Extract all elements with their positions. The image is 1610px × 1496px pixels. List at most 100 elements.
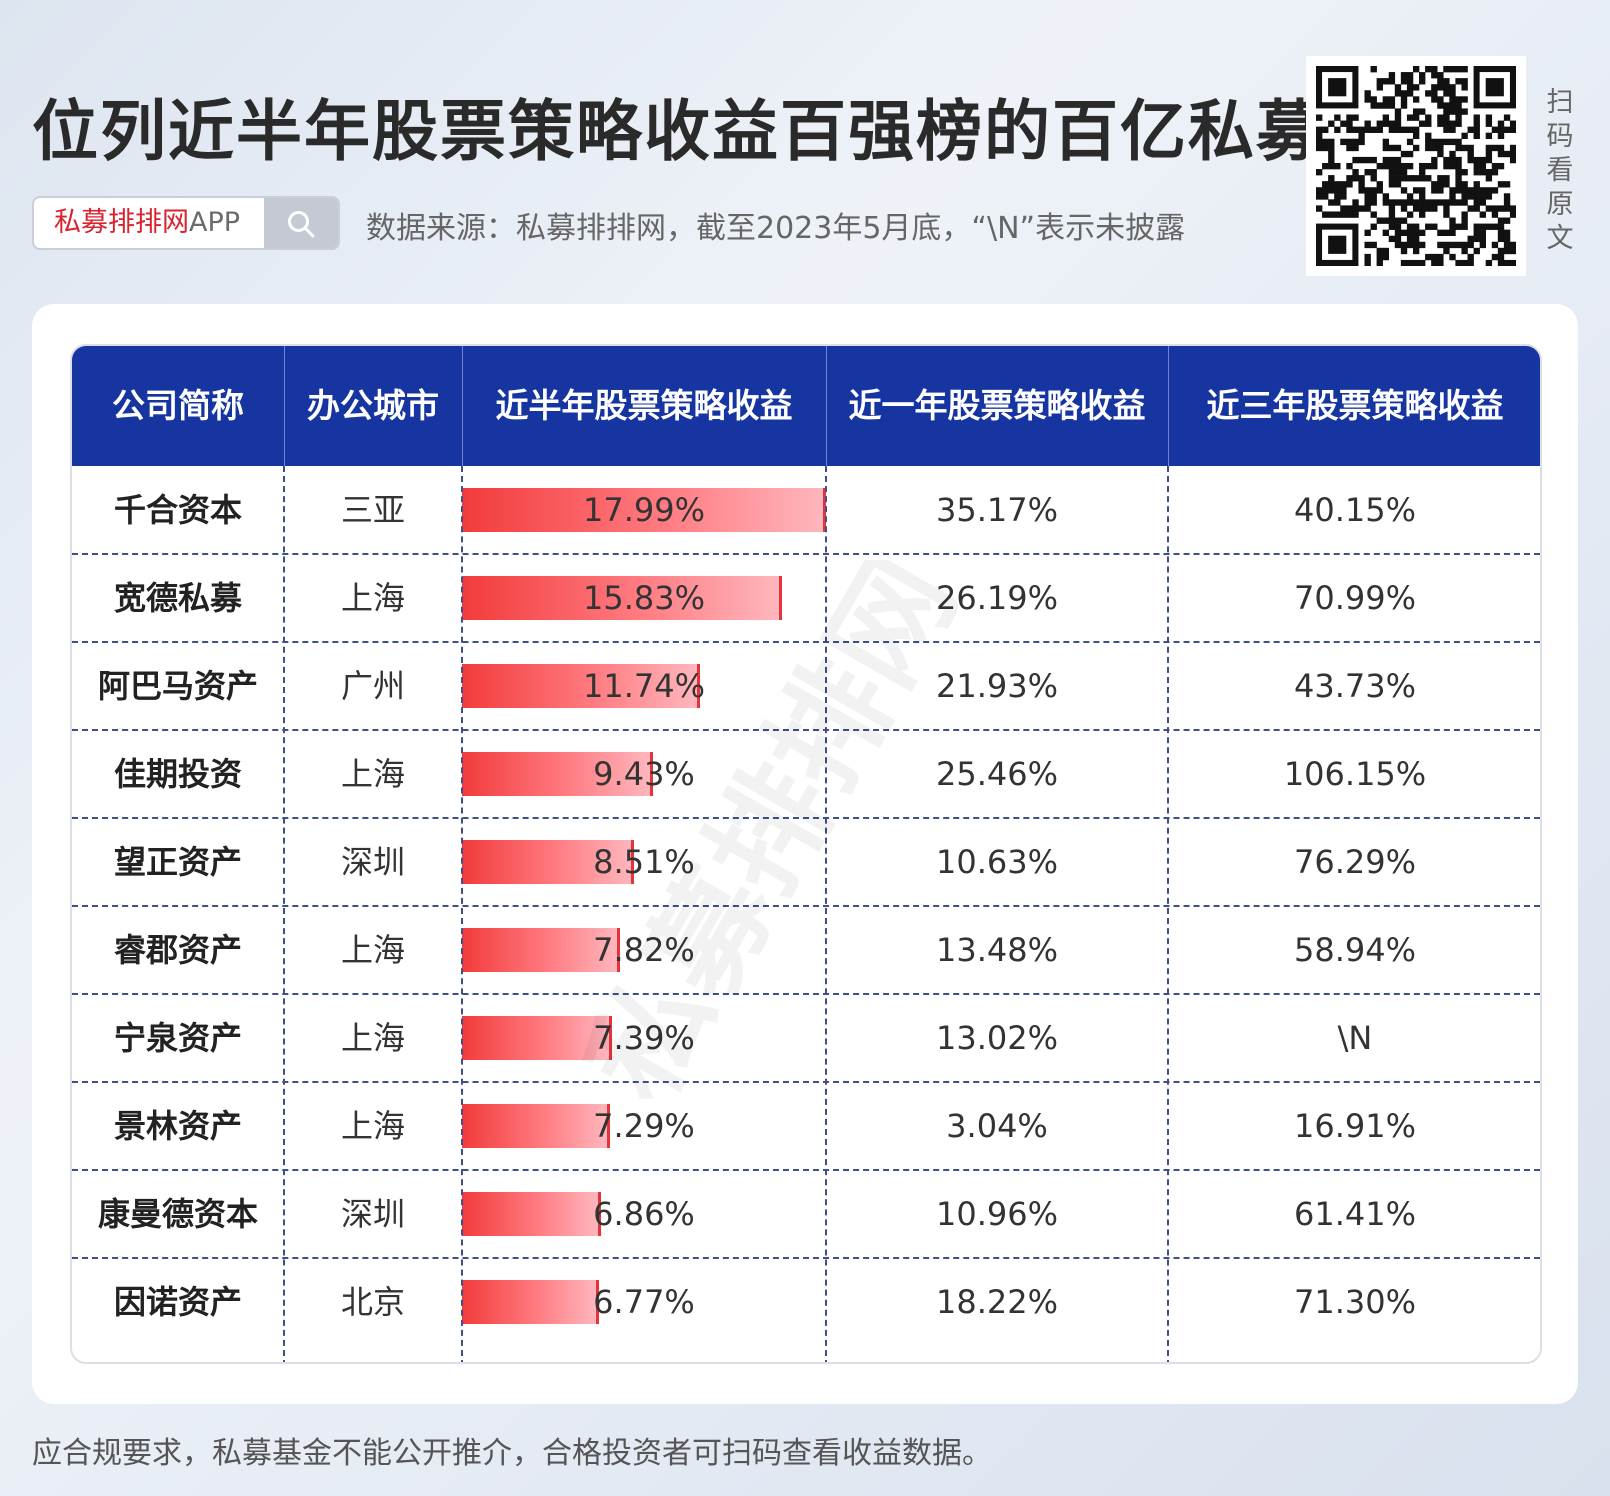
qr-module xyxy=(1400,162,1408,170)
qr-module xyxy=(1382,138,1390,146)
qr-module xyxy=(1382,217,1390,224)
qr-module xyxy=(1461,241,1468,249)
qr-module xyxy=(1437,181,1444,188)
qr-module xyxy=(1394,181,1402,188)
qr-module xyxy=(1346,211,1353,218)
qr-module xyxy=(1346,120,1353,127)
qr-module xyxy=(1425,114,1432,121)
qr-module xyxy=(1358,181,1365,188)
qr-module xyxy=(1388,162,1396,170)
qr-module xyxy=(1425,205,1432,212)
qr-module xyxy=(1364,169,1371,176)
qr-module xyxy=(1346,126,1353,133)
qr-module xyxy=(1443,126,1450,133)
qr-module xyxy=(1473,247,1480,255)
qr-module xyxy=(1419,193,1426,200)
qr-module xyxy=(1449,90,1456,97)
qr-module xyxy=(1419,72,1426,79)
qr-module xyxy=(1485,259,1493,266)
one-year-return: 10.96% xyxy=(935,1195,1058,1233)
company-name: 望正资产 xyxy=(113,843,242,881)
qr-module xyxy=(1370,96,1377,103)
qr-module xyxy=(1491,211,1499,218)
qr-code[interactable] xyxy=(1306,56,1526,276)
qr-module xyxy=(1491,253,1499,261)
qr-module xyxy=(1370,193,1377,200)
qr-module xyxy=(1509,241,1516,249)
qr-module xyxy=(1394,199,1402,206)
three-year-return: 58.94% xyxy=(1293,931,1416,969)
qr-module xyxy=(1370,223,1377,230)
qr-module xyxy=(1467,150,1474,158)
qr-module xyxy=(1346,144,1353,152)
qr-module xyxy=(1455,156,1462,164)
qr-module xyxy=(1509,150,1516,158)
qr-module xyxy=(1443,108,1450,115)
search-brand-suffix: APP xyxy=(189,207,241,238)
qr-module xyxy=(1443,162,1450,170)
qr-module xyxy=(1382,120,1390,127)
qr-module xyxy=(1473,114,1480,121)
qr-module xyxy=(1406,72,1414,79)
office-city: 上海 xyxy=(340,931,405,969)
qr-module xyxy=(1509,120,1516,127)
company-name: 千合资本 xyxy=(113,491,242,529)
qr-module xyxy=(1322,126,1329,133)
qr-module xyxy=(1449,108,1456,115)
qr-module xyxy=(1328,187,1335,194)
qr-module xyxy=(1358,187,1365,194)
table-row: 景林资产 上海 7.29% 3.04% 16.91% xyxy=(72,1082,1540,1171)
qr-module xyxy=(1352,144,1359,152)
qr-module xyxy=(1437,84,1444,91)
qr-module xyxy=(1382,253,1390,261)
qr-module xyxy=(1370,169,1377,176)
qr-module xyxy=(1400,150,1408,158)
qr-module xyxy=(1334,181,1341,188)
qr-module xyxy=(1455,66,1462,73)
qr-module xyxy=(1467,253,1474,261)
qr-module xyxy=(1443,156,1450,164)
qr-finder-pattern xyxy=(1328,78,1347,97)
qr-module xyxy=(1370,156,1377,164)
qr-module xyxy=(1346,114,1353,121)
qr-module xyxy=(1431,144,1438,152)
one-year-return: 10.63% xyxy=(935,843,1058,881)
qr-module xyxy=(1388,144,1396,152)
qr-module xyxy=(1425,199,1432,206)
qr-module xyxy=(1394,169,1402,176)
qr-module xyxy=(1394,90,1402,97)
qr-module xyxy=(1419,229,1426,236)
half-year-return-bar xyxy=(462,1280,599,1324)
qr-module xyxy=(1394,156,1402,164)
company-name: 佳期投资 xyxy=(113,755,242,793)
qr-module xyxy=(1322,181,1329,188)
qr-module xyxy=(1461,259,1468,266)
search-box[interactable]: 私募排排网APP xyxy=(32,196,340,250)
qr-module xyxy=(1455,144,1462,152)
qr-module xyxy=(1485,132,1493,140)
office-city: 上海 xyxy=(340,579,405,617)
qr-module xyxy=(1394,120,1402,127)
qr-module xyxy=(1473,120,1480,127)
qr-module xyxy=(1455,199,1462,206)
col-header-company: 公司简称 xyxy=(112,386,244,425)
qr-module xyxy=(1328,156,1335,164)
qr-module xyxy=(1388,211,1396,218)
qr-module xyxy=(1443,175,1450,182)
qr-module xyxy=(1509,211,1516,218)
qr-module xyxy=(1473,235,1480,243)
qr-module xyxy=(1376,78,1383,85)
qr-module xyxy=(1485,156,1493,164)
qr-module xyxy=(1394,126,1402,133)
qr-module xyxy=(1461,187,1468,194)
search-button[interactable] xyxy=(264,198,338,248)
qr-module xyxy=(1406,162,1414,170)
row-divider xyxy=(72,1257,1540,1259)
qr-module xyxy=(1437,229,1444,236)
qr-module xyxy=(1449,187,1456,194)
one-year-return: 13.48% xyxy=(935,931,1058,969)
qr-module xyxy=(1419,199,1426,206)
row-divider xyxy=(72,641,1540,643)
qr-module xyxy=(1412,223,1420,230)
qr-module xyxy=(1509,144,1516,152)
